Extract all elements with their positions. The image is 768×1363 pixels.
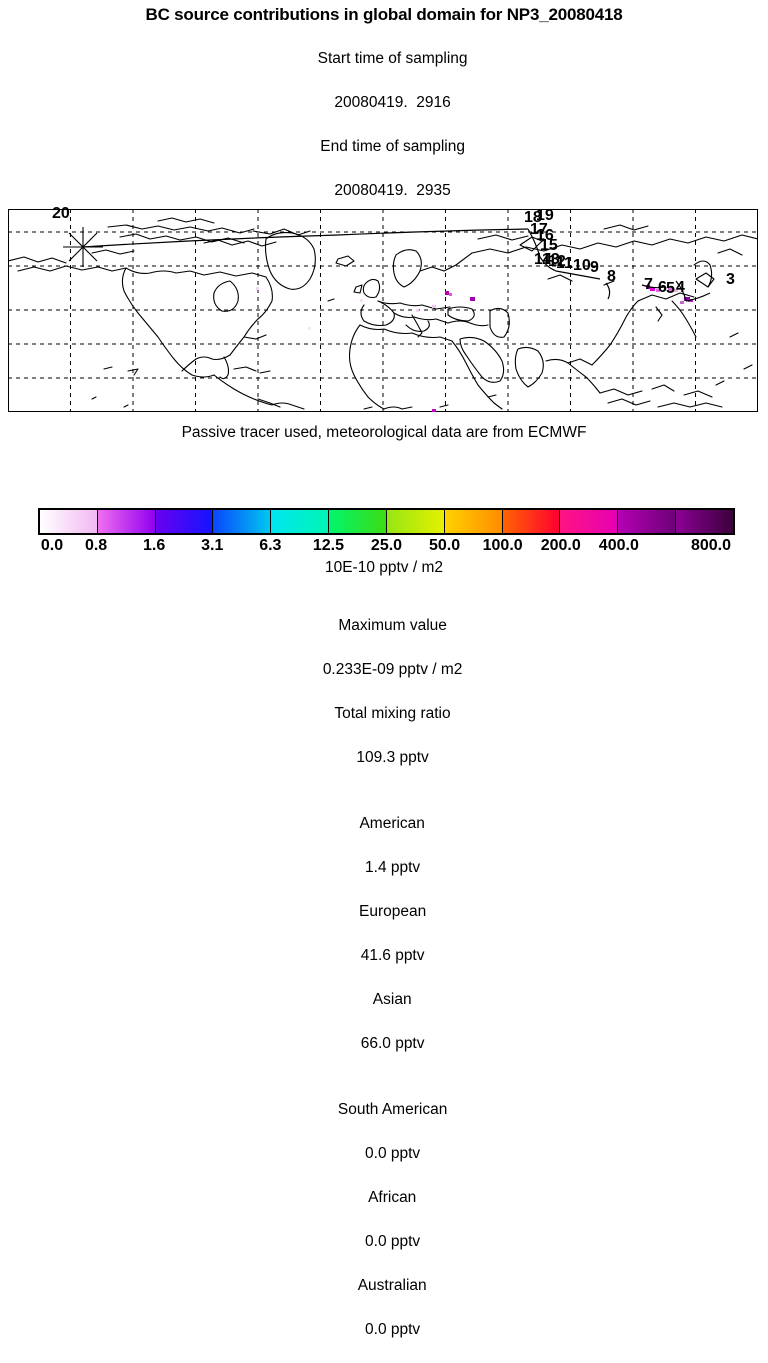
- colorbar-tick-9: 200.0: [540, 537, 581, 554]
- colorbar-tick-8: 100.0: [482, 537, 523, 554]
- trajectory-day-label-15: 15: [540, 237, 558, 254]
- max-and-total-row: Maximum value 0.233E-09 pptv / m2 Total …: [0, 593, 768, 791]
- trajectory-day-label-12: 12: [548, 253, 566, 270]
- end-time-label: End time of sampling: [320, 138, 465, 155]
- tracer-note: Passive tracer used, meteorological data…: [181, 424, 587, 441]
- colorbar-segment-0: [40, 510, 97, 533]
- colorbar-segment-10: [617, 510, 676, 533]
- trajectory-day-label-6: 6: [658, 279, 667, 296]
- world-map: [8, 209, 758, 412]
- region-value-asian: 66.0 pptv: [360, 1035, 425, 1052]
- trajectory-day-label-17: 17: [530, 221, 548, 238]
- colorbar-tick-5: 12.5: [312, 537, 344, 554]
- trajectory-day-label-13: 13: [542, 251, 560, 268]
- region-row-1: American 1.4 pptv European 41.6 pptv Asi…: [0, 791, 768, 1077]
- start-time-value: 20080419. 2916: [334, 94, 451, 111]
- coastlines: [8, 217, 758, 410]
- region-name-african: African: [368, 1189, 417, 1206]
- colorbar-segment-8: [501, 510, 560, 533]
- colorbar-tick-10: 400.0: [598, 537, 639, 554]
- colorbar-tick-4: 6.3: [259, 537, 282, 554]
- colorbar-segment-2: [154, 510, 213, 533]
- region-value-australian: 0.0 pptv: [365, 1321, 421, 1338]
- region-value-south-american: 0.0 pptv: [365, 1145, 421, 1162]
- colorbar-segment-11: [675, 510, 733, 533]
- map-panel: 20 19 18 17 16 15 14 13 12 11 10 9 8 7 6 5 4 3: [8, 205, 758, 412]
- region-row-2: South American 0.0 pptv African 0.0 pptv…: [0, 1077, 768, 1363]
- trajectory-day-label-8: 8: [607, 268, 616, 285]
- colorbar-segment-9: [559, 510, 618, 533]
- trajectory-day-label-4: 4: [676, 279, 685, 296]
- trajectory-day-label-3: 3: [726, 271, 735, 288]
- region-name-south-american: South American: [337, 1101, 448, 1118]
- colorbar-tick-1: 0.8: [84, 537, 108, 554]
- region-name-european: European: [359, 903, 427, 920]
- colorbar-tick-11: 800.0: [690, 537, 732, 554]
- trajectory-day-label-14: 14: [534, 251, 552, 268]
- total-mixing-value: 109.3 pptv: [356, 749, 429, 766]
- start-time-label: Start time of sampling: [317, 50, 468, 67]
- colorbar-panel: [38, 508, 735, 535]
- colorbar-segment-4: [270, 510, 329, 533]
- colorbar-segment-6: [385, 510, 444, 533]
- colorbar-segment-5: [328, 510, 386, 533]
- region-name-australian: Australian: [357, 1277, 427, 1294]
- trajectory-path: [82, 228, 711, 302]
- total-mixing-label: Total mixing ratio: [334, 705, 451, 722]
- trajectory-day-label-7: 7: [644, 276, 653, 293]
- region-name-american: American: [359, 815, 425, 832]
- max-value-value: 0.233E-09 pptv / m2: [322, 661, 463, 678]
- trajectory-day-label-11: 11: [556, 255, 573, 272]
- colorbar-tick-3: 3.1: [201, 537, 224, 554]
- max-value-label: Maximum value: [338, 617, 447, 634]
- region-value-african: 0.0 pptv: [365, 1233, 421, 1250]
- trajectory-day-label-5: 5: [666, 280, 675, 297]
- trajectory-day-label-18: 18: [524, 209, 542, 226]
- trajectory-day-label-16: 16: [536, 227, 554, 244]
- colorbar-segment-1: [96, 510, 155, 533]
- region-name-asian: Asian: [372, 991, 412, 1008]
- colorbar-tick-0: 0.0: [40, 537, 64, 554]
- statistics-block: Maximum value 0.233E-09 pptv / m2 Total …: [0, 593, 768, 1363]
- page-title: BC source contributions in global domain…: [145, 5, 623, 24]
- region-value-american: 1.4 pptv: [365, 859, 421, 876]
- trajectory-day-label-9: 9: [590, 259, 599, 276]
- trajectory-day-label-10: 10: [573, 257, 591, 274]
- colorbar-tick-7: 50.0: [429, 537, 461, 554]
- graticule: [8, 209, 758, 412]
- colorbar-tick-labels: 0.0 0.8 1.6 3.1 6.3 12.5 25.0 50.0 100.0 200.0 400…: [0, 537, 768, 557]
- trajectory-day-label-19: 19: [536, 207, 554, 224]
- trajectory-day-label-20: 20: [52, 205, 70, 222]
- colorbar-unit-label: 10E-10 pptv / m2: [324, 559, 444, 576]
- colorbar-segment-7: [443, 510, 502, 533]
- concentration-pixels: [256, 285, 693, 412]
- end-time-value: 20080419. 2935: [334, 182, 451, 199]
- colorbar: [38, 508, 735, 535]
- region-value-european: 41.6 pptv: [360, 947, 425, 964]
- sampling-time-row: Start time of sampling 20080419. 2916 En…: [0, 26, 768, 224]
- colorbar-segment-3: [212, 510, 271, 533]
- colorbar-tick-2: 1.6: [143, 537, 166, 554]
- colorbar-tick-6: 25.0: [370, 537, 403, 554]
